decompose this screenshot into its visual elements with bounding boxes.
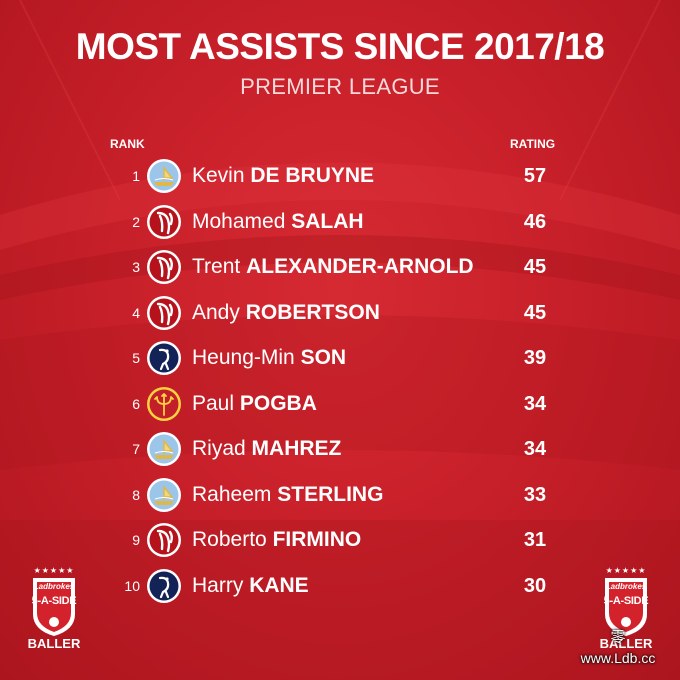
tottenham-crest-icon — [147, 341, 181, 375]
rating-value: 46 — [523, 210, 547, 233]
player-name: Roberto FIRMINO — [192, 528, 361, 552]
player-first-name: Riyad — [192, 437, 246, 460]
player-name: Andy ROBERTSON — [192, 301, 380, 325]
rating-value: 33 — [523, 483, 547, 506]
rank-number: 4 — [132, 304, 140, 321]
player-first-name: Mohamed — [192, 209, 286, 233]
player-last-name: KANE — [249, 573, 309, 597]
rating-value: 34 — [523, 392, 547, 415]
rank-number: 1 — [132, 168, 140, 184]
stars-icon: ★★★★★ — [605, 566, 647, 575]
manchester-city-crest-icon — [147, 159, 181, 193]
shield-icon — [33, 578, 75, 636]
player-first-name: Harry — [192, 573, 244, 597]
player-last-name: FIRMINO — [272, 528, 362, 551]
player-first-name: Roberto — [192, 528, 267, 551]
rank-column-header: RANK — [110, 137, 145, 151]
shield-icon — [605, 578, 647, 636]
rank-number: 5 — [132, 350, 140, 366]
liverpool-crest-icon — [147, 523, 181, 557]
rating-value: 39 — [523, 347, 547, 369]
player-last-name: STERLING — [277, 482, 384, 506]
player-first-name: Raheem — [192, 482, 272, 506]
rank-number: 7 — [132, 441, 140, 457]
player-last-name: ALEXANDER-ARNOLD — [246, 255, 474, 278]
table-row: 7 Riyad MAHREZ 34 — [0, 429, 680, 469]
rank-number: 3 — [132, 259, 140, 275]
manchester-city-crest-icon — [147, 477, 181, 512]
logo-product: 5-A-SIDE — [31, 595, 77, 607]
liverpool-crest-icon — [147, 295, 181, 330]
watermark-line2: www.Ldb.cc — [580, 650, 656, 666]
player-first-name: Andy — [192, 300, 240, 324]
player-name: Raheem STERLING — [192, 483, 383, 507]
table-row: 9 Roberto FIRMINO 31 — [0, 520, 680, 560]
table-row: 4 Andy ROBERTSON 45 — [0, 293, 680, 333]
watermark: 零 www.Ldb.cc — [566, 628, 670, 668]
logo-brand: Ladbrokes — [605, 582, 647, 591]
manchester-city-crest-icon — [147, 432, 181, 466]
player-name: Riyad MAHREZ — [192, 437, 341, 461]
rating-value: 45 — [523, 256, 547, 278]
player-name: Trent ALEXANDER-ARNOLD — [192, 255, 474, 279]
rating-value: 34 — [523, 438, 547, 460]
rating-value: 30 — [523, 574, 547, 597]
player-name: Harry KANE — [192, 574, 309, 598]
logo-brand: Ladbrokes — [33, 582, 75, 591]
player-last-name: SALAH — [291, 209, 364, 233]
liverpool-crest-icon — [147, 204, 181, 239]
player-name: Kevin DE BRUYNE — [192, 164, 374, 188]
player-last-name: DE BRUYNE — [250, 164, 375, 187]
table-row: 10 Harry KANE 30 — [0, 566, 680, 606]
rank-number: 9 — [132, 532, 140, 548]
stars-icon: ★★★★★ — [33, 566, 75, 575]
player-name: Mohamed SALAH — [192, 210, 364, 234]
rating-column-header: RATING — [510, 137, 556, 151]
player-last-name: MAHREZ — [251, 437, 342, 460]
page-subtitle: PREMIER LEAGUE — [240, 74, 440, 99]
liverpool-crest-icon — [147, 250, 181, 284]
table-row: 3 Trent ALEXANDER-ARNOLD 45 — [0, 247, 680, 287]
ladbrokes-5-a-side-logo-right: ★★★★★ Ladbrokes 5-A-SIDE BALLER — [598, 566, 654, 662]
player-first-name: Paul — [192, 391, 235, 415]
rank-number: 10 — [124, 577, 140, 594]
watermark-line1: 零 — [610, 629, 626, 646]
player-first-name: Kevin — [192, 164, 245, 187]
table-row: 6 Paul POGBA 34 — [0, 384, 680, 424]
player-last-name: ROBERTSON — [245, 300, 380, 324]
rank-number: 8 — [132, 486, 140, 503]
player-last-name: POGBA — [239, 391, 317, 415]
table-row: 2 Mohamed SALAH 46 — [0, 202, 680, 242]
rating-value: 31 — [523, 529, 547, 551]
logo-tagline: BALLER — [599, 636, 653, 651]
player-name: Paul POGBA — [192, 392, 317, 416]
player-first-name: Heung-Min — [192, 346, 295, 369]
manchester-united-crest-icon — [147, 386, 181, 421]
tottenham-crest-icon — [147, 568, 181, 603]
logo-tagline: BALLER — [27, 636, 81, 651]
ladbrokes-5-a-side-logo: ★★★★★ Ladbrokes 5-A-SIDE BALLER — [26, 566, 82, 662]
rank-number: 6 — [132, 395, 140, 412]
rating-value: 57 — [523, 165, 547, 187]
rating-value: 45 — [523, 301, 547, 324]
player-name: Heung-Min SON — [192, 346, 346, 370]
page-title: MOST ASSISTS SINCE 2017/18 — [75, 26, 605, 67]
player-last-name: SON — [300, 346, 347, 369]
logo-product: 5-A-SIDE — [603, 595, 649, 607]
table-row: 5 Heung-Min SON 39 — [0, 338, 680, 378]
table-row: 1 Kevin DE BRUYNE 57 — [0, 156, 680, 196]
table-row: 8 Raheem STERLING 33 — [0, 475, 680, 515]
player-first-name: Trent — [192, 255, 241, 278]
rank-number: 2 — [132, 213, 140, 230]
